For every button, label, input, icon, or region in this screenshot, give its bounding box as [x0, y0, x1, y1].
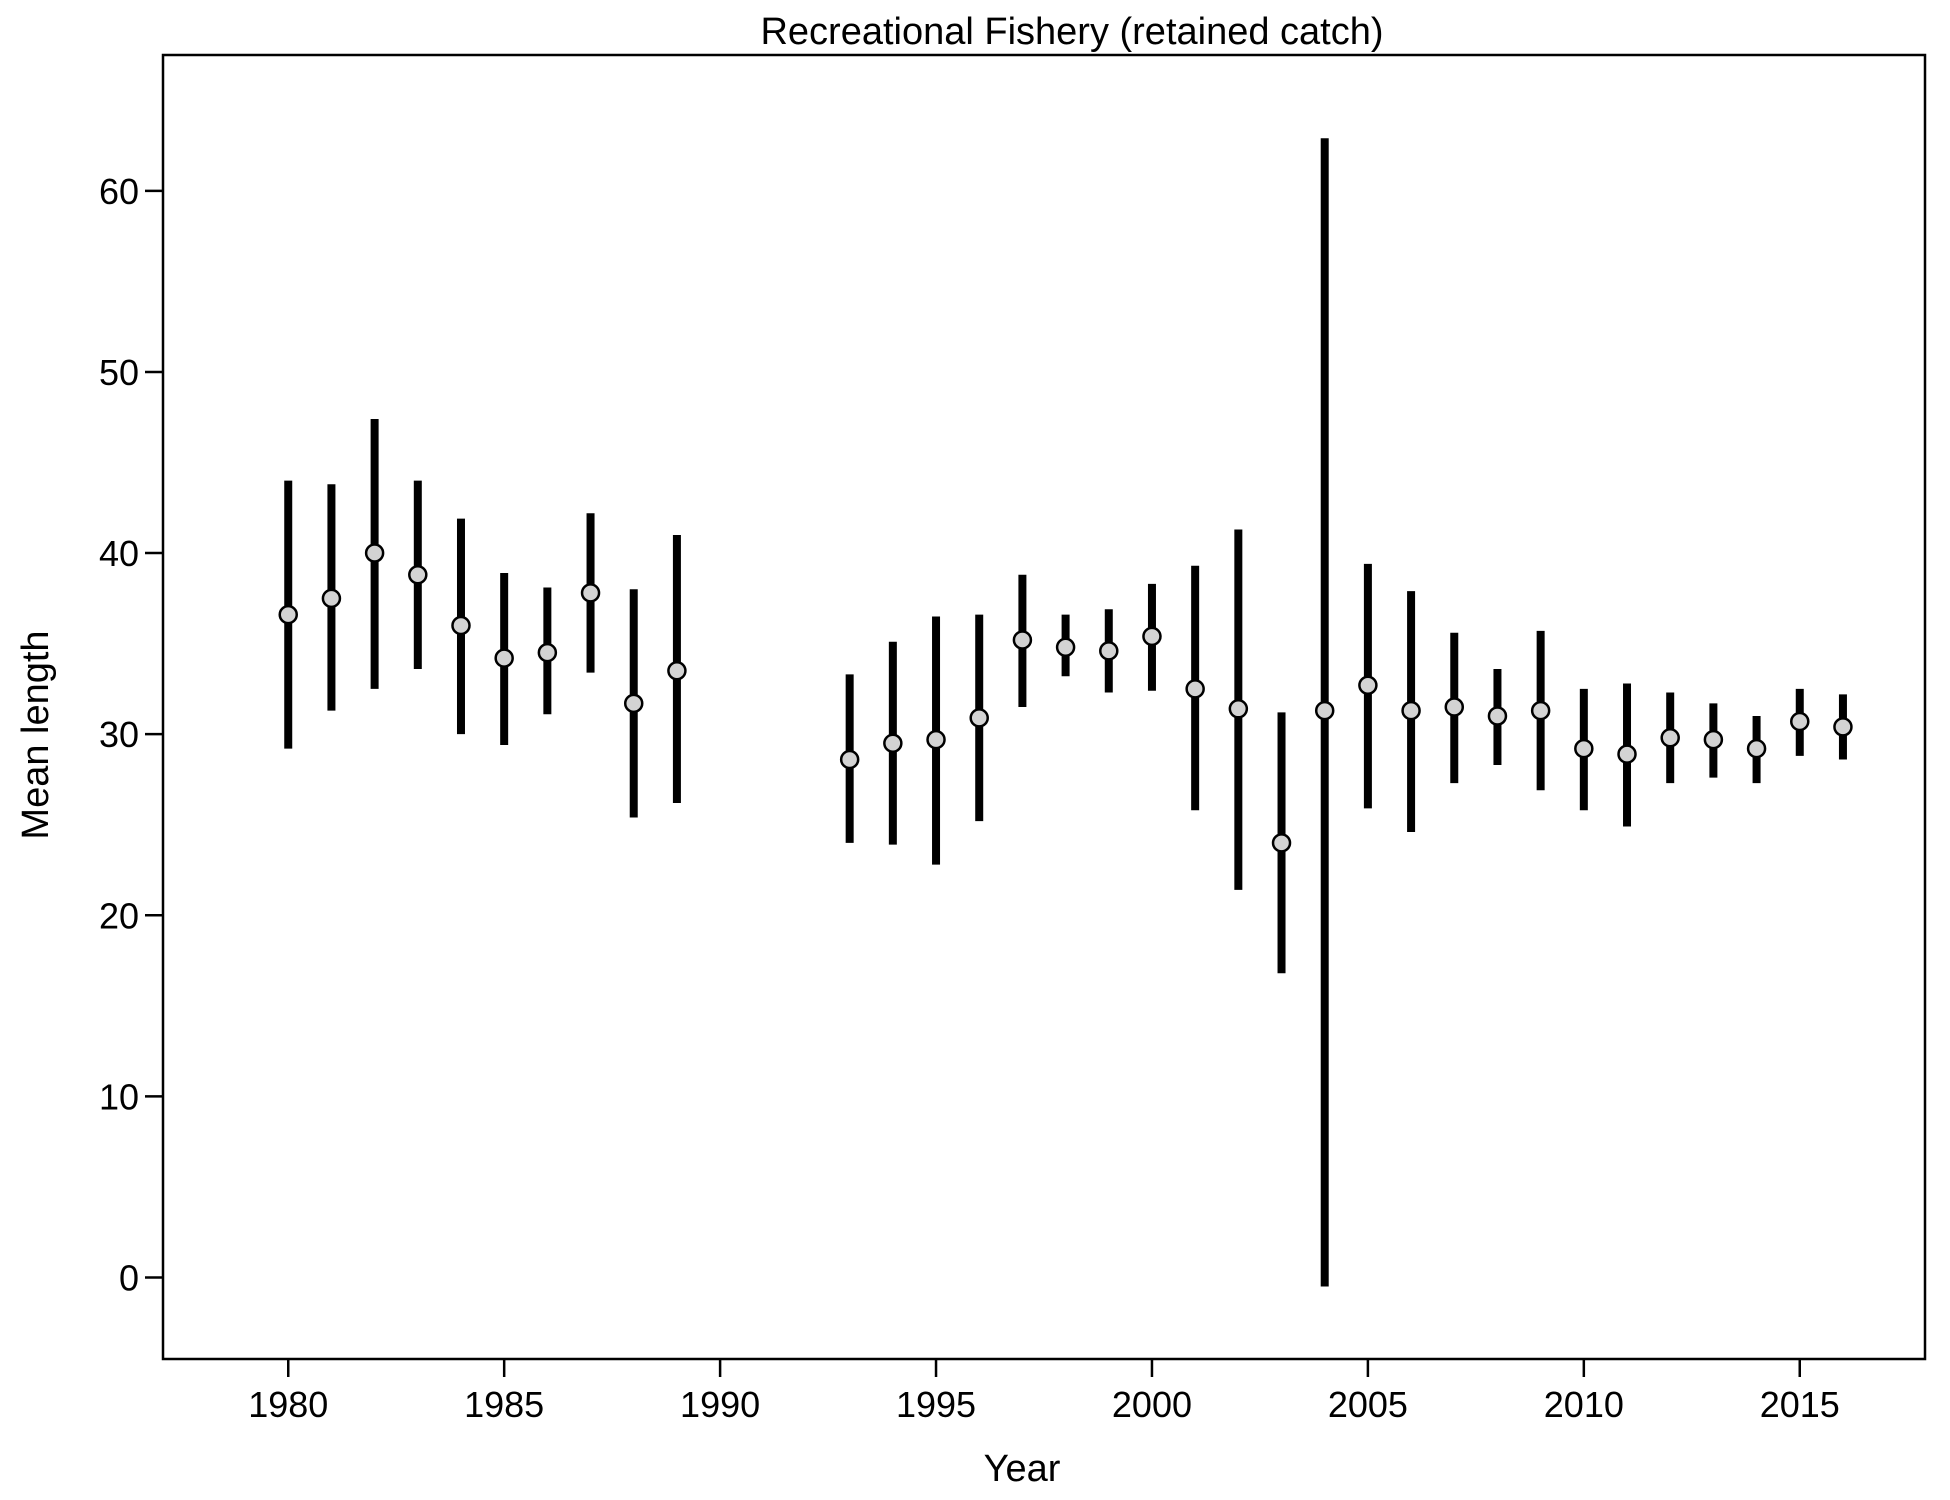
data-point — [667, 661, 687, 681]
data-point — [969, 708, 989, 728]
data-point — [1617, 744, 1637, 764]
data-point — [537, 642, 558, 663]
x-tick-label: 2010 — [1544, 1384, 1624, 1425]
data-point — [1055, 637, 1076, 657]
data-point — [1358, 675, 1378, 696]
x-tick-label: 1985 — [464, 1384, 544, 1425]
x-tick-label: 1995 — [896, 1384, 976, 1425]
y-tick-label: 10 — [99, 1076, 139, 1117]
data-points — [278, 543, 1853, 853]
y-tick-label: 60 — [99, 171, 139, 212]
plot-frame — [161, 53, 1927, 1361]
y-tick-label: 30 — [99, 714, 139, 755]
data-point — [364, 543, 385, 563]
x-tick-label: 2015 — [1760, 1384, 1840, 1425]
data-point — [1746, 738, 1767, 759]
data-point — [451, 615, 471, 636]
x-tick-label: 2000 — [1112, 1384, 1192, 1425]
data-point — [1487, 706, 1508, 726]
x-tick-label: 2005 — [1328, 1384, 1408, 1425]
data-point — [1833, 717, 1853, 737]
x-tick-label: 1980 — [248, 1384, 328, 1425]
y-tick-label: 0 — [119, 1258, 139, 1299]
data-point — [1228, 699, 1249, 719]
data-point — [1012, 630, 1033, 650]
data-point — [321, 588, 342, 609]
y-tick-label: 20 — [99, 895, 139, 936]
data-point — [883, 733, 903, 753]
data-point — [1790, 711, 1810, 732]
data-point — [494, 648, 514, 668]
data-point — [1142, 626, 1162, 647]
data-point — [1099, 641, 1119, 661]
data-point — [1185, 679, 1205, 699]
data-point — [1703, 729, 1724, 750]
data-point — [408, 565, 428, 585]
data-point — [1530, 700, 1551, 721]
y-tick-label: 50 — [99, 352, 139, 393]
x-axis: 1980 1985 1990 1995 2000 2005 2010 2015 — [248, 1359, 1840, 1425]
data-point — [1444, 697, 1465, 717]
data-point — [278, 604, 298, 625]
x-tick-label: 1990 — [680, 1384, 760, 1425]
data-point — [623, 693, 644, 714]
data-point — [1401, 700, 1421, 721]
data-point — [1660, 728, 1680, 748]
chart-title: Recreational Fishery (retained catch) — [760, 11, 1383, 53]
y-axis-label: Mean length — [15, 630, 57, 839]
data-point — [1314, 700, 1335, 721]
data-point — [839, 749, 860, 770]
x-axis-label: Year — [984, 1448, 1061, 1490]
data-point — [580, 583, 601, 603]
data-point — [1271, 833, 1292, 853]
y-axis: 0 10 20 30 40 50 60 — [99, 171, 163, 1299]
y-tick-label: 40 — [99, 533, 139, 574]
data-point — [926, 729, 946, 750]
data-point — [1574, 738, 1594, 759]
